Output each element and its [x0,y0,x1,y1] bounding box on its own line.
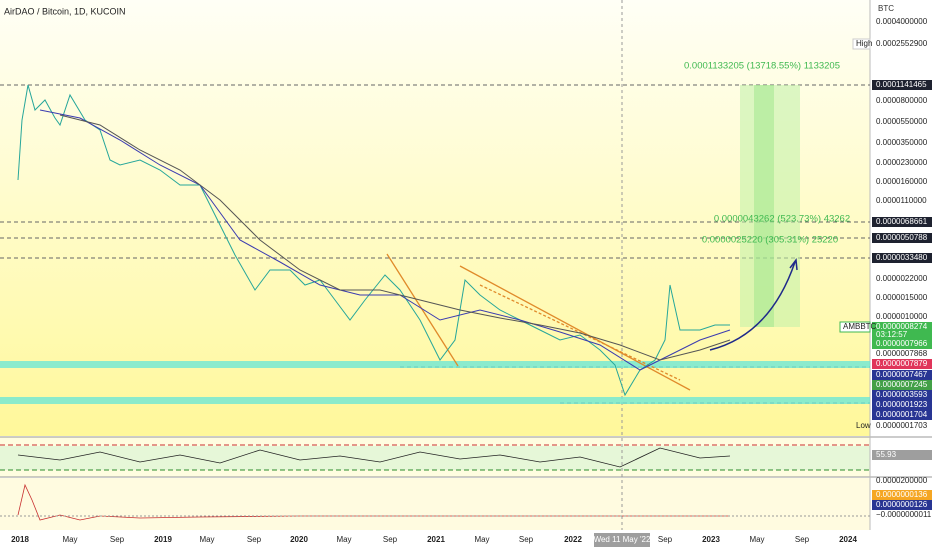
macd-label: −0.0000000011 [876,510,932,519]
price-tag [872,253,932,263]
price-label: 0.0000110000 [876,196,927,205]
rsi-band [0,446,870,470]
time-label: Wed 11 May '22 [594,535,651,544]
time-label: Sep [795,535,810,544]
price-tag [872,233,932,243]
price-label: 0.0000230000 [876,158,928,167]
macd-label: 0.0000000136 [876,490,928,499]
price-label: 0.0000007245 [876,380,928,389]
crosshair-date [594,533,650,547]
chart-title: AirDAO / Bitcoin, 1D, KUCOIN [4,6,126,16]
axis-unit: BTC [878,4,894,13]
support-zone [0,361,870,368]
time-label: 2023 [702,535,720,544]
price-label: 0.0000033480 [876,253,928,262]
time-label: Sep [247,535,262,544]
price-tag [872,217,932,227]
price-tag [872,390,932,400]
price-label: 0.0000022000 [876,274,928,283]
measure-label: 0.0000025220 (305.31%) 25220 [702,235,838,246]
macd-pane [0,478,870,530]
support-zone [0,397,870,404]
projection-box [754,85,774,327]
price-tag [872,500,932,510]
price-label: 0.0000008274 [876,322,928,331]
price-tag [872,400,932,410]
time-label: May [336,535,351,544]
time-label: 2022 [564,535,582,544]
price-label: 0.0000050788 [876,233,928,242]
price-label: 0.0000007868 [876,349,928,358]
price-label: 0.0000007966 [876,339,928,348]
time-label: 2021 [427,535,445,544]
time-label: 2019 [154,535,172,544]
price-tag [872,490,932,500]
macd-label: 0.0000200000 [876,476,928,485]
price-label: 0.0000001923 [876,400,928,409]
time-label: May [199,535,214,544]
price-label: 0.0000800000 [876,96,928,105]
price-label: 0.0000160000 [876,177,928,186]
time-label: May [749,535,764,544]
price-label: 0.0000015000 [876,293,928,302]
ma-line [59,114,731,361]
arrow-head [789,258,798,271]
price-label: 0.0002552900 [876,39,928,48]
macd-label: 0.0000000126 [876,500,928,509]
price-tag [872,339,932,349]
price-label: 0.0000550000 [876,117,928,126]
price-tag [872,359,932,369]
price-tag [872,330,932,340]
forecast-arrow [709,261,796,351]
time-label: 2024 [839,535,857,544]
time-label: May [62,535,77,544]
price-tag [872,322,932,332]
price-tag [872,410,932,420]
time-label: Sep [383,535,398,544]
price-tag [872,80,932,90]
tag [852,38,871,50]
price-label: 0.0000007879 [876,359,928,368]
price-label: 0.0000003593 [876,390,928,399]
time-label: Sep [658,535,673,544]
time-label: Sep [519,535,534,544]
low-label: Low [856,421,871,430]
countdown: 03:12:57 [876,330,908,339]
time-axis [0,530,932,550]
time-label: 2020 [290,535,308,544]
time-label: May [474,535,489,544]
price-label: 0.0000350000 [876,138,928,147]
time-label: 2018 [11,535,29,544]
price-label: 0.0001141465 [876,80,927,89]
price-tag [872,450,932,460]
price-tag [872,380,932,390]
price-label: 0.0004000000 [876,17,928,26]
price-label: 0.0000001704 [876,410,928,419]
measure-label: 0.0001133205 (13718.55%) 1133205 [684,61,840,72]
price-label: 0.0000068661 [876,217,928,226]
price-line [17,84,730,397]
tag [839,321,871,333]
price-tag [872,370,932,380]
price-label: 0.0000010000 [876,312,928,321]
symbol-label: AMBBTC [843,322,877,331]
price-label: 0.0000007467 [876,370,928,379]
high-label: High [856,39,872,48]
time-label: Sep [110,535,125,544]
rsi-label: 55.93 [876,450,897,459]
measure-label: 0.0000043262 (523.73%) 43262 [714,214,850,225]
rsi-line [17,447,731,468]
price-label: 0.0000001703 [876,421,928,430]
